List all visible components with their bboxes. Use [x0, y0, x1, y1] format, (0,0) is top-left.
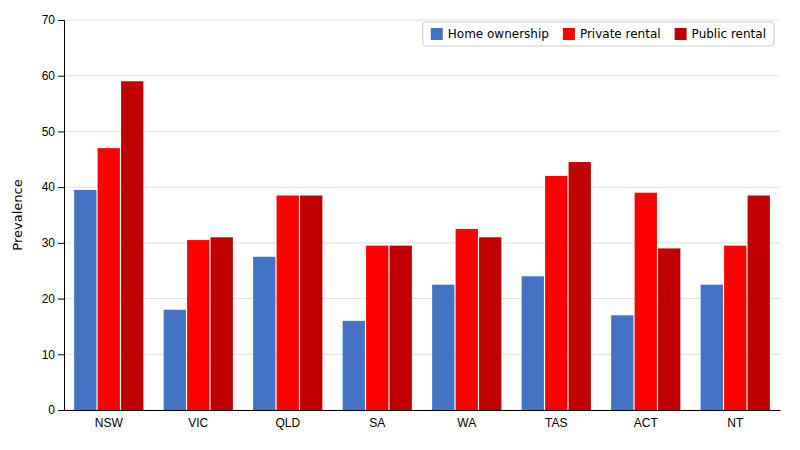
bar	[456, 229, 478, 410]
legend-swatch	[675, 28, 687, 40]
bar	[724, 246, 746, 410]
bar	[74, 190, 96, 410]
bar	[277, 196, 299, 411]
bar	[748, 196, 770, 411]
bar	[658, 248, 680, 410]
y-tick-mark	[58, 187, 64, 188]
bar	[121, 81, 143, 410]
y-tick: 40	[42, 180, 64, 194]
x-tick: NT	[727, 416, 744, 430]
legend-label: Home ownership	[448, 27, 549, 41]
bar	[479, 237, 501, 410]
y-tick-mark	[58, 354, 64, 355]
x-tick: TAS	[545, 416, 567, 430]
bar	[187, 240, 209, 410]
y-tick: 0	[48, 403, 64, 417]
bar	[432, 285, 454, 410]
x-axis-line	[65, 410, 781, 411]
y-tick-mark	[58, 410, 64, 411]
bar	[635, 193, 657, 410]
bar	[522, 276, 544, 410]
y-tick-label: 50	[42, 125, 56, 139]
bar	[611, 315, 633, 410]
plot: NSW VIC QLD SA WA TAS ACT NT 0 10 20 30 40 50 60 70 Home…	[42, 13, 781, 429]
bar	[98, 148, 120, 410]
bar	[343, 321, 365, 410]
bar	[390, 246, 412, 410]
grid-line	[64, 131, 780, 132]
y-axis: 0 10 20 30 40 50 60 70	[42, 13, 65, 417]
y-tick: 70	[42, 13, 64, 27]
x-tick-label: SA	[369, 416, 385, 430]
series	[74, 190, 723, 410]
bar	[164, 310, 186, 410]
x-axis: NSW VIC QLD SA WA TAS ACT NT	[65, 411, 781, 430]
bar	[569, 162, 591, 410]
y-tick: 10	[42, 348, 64, 362]
y-tick-mark	[58, 20, 64, 21]
y-tick-label: 0	[48, 403, 55, 417]
legend-item: Private rental	[563, 27, 661, 41]
grid-line	[64, 20, 780, 21]
legend-label: Public rental	[692, 27, 766, 41]
legend-frame	[423, 22, 774, 46]
x-tick: SA	[369, 416, 385, 430]
grid-line	[64, 242, 780, 243]
legend-swatch	[431, 28, 443, 40]
x-tick: NSW	[95, 416, 124, 430]
legend-item: Public rental	[675, 27, 766, 41]
y-tick-label: 40	[42, 180, 56, 194]
y-tick-mark	[58, 76, 64, 77]
x-tick: WA	[457, 416, 476, 430]
bar	[300, 196, 322, 411]
y-tick: 20	[42, 292, 64, 306]
y-tick-label: 30	[42, 236, 56, 250]
x-tick-label: NSW	[95, 416, 124, 430]
bars	[74, 81, 770, 410]
x-tick-label: VIC	[188, 416, 208, 430]
x-tick: QLD	[275, 416, 300, 430]
grid-line	[64, 75, 780, 76]
y-tick: 30	[42, 236, 64, 250]
x-tick: VIC	[188, 416, 208, 430]
legend-label: Private rental	[580, 27, 661, 41]
bar	[211, 237, 233, 410]
x-tick-label: ACT	[634, 416, 659, 430]
y-tick-mark	[58, 243, 64, 244]
grid	[64, 20, 780, 410]
legend: Home ownership Private rental Public renta…	[423, 22, 774, 46]
bar	[253, 257, 275, 410]
y-axis-title: Prevalence	[10, 179, 25, 250]
x-tick-label: TAS	[545, 416, 567, 430]
y-tick-label: 60	[42, 69, 56, 83]
grid-line	[64, 187, 780, 188]
x-tick-label: NT	[727, 416, 744, 430]
x-tick: ACT	[634, 416, 659, 430]
y-axis-line	[58, 21, 65, 411]
y-tick-label: 70	[42, 13, 56, 27]
x-tick-label: QLD	[275, 416, 300, 430]
bar	[701, 285, 723, 410]
legend-item: Home ownership	[431, 27, 549, 41]
y-tick-mark	[58, 299, 64, 300]
bar	[366, 246, 388, 410]
y-tick-mark	[58, 131, 64, 132]
series	[121, 81, 770, 410]
chart: NSW VIC QLD SA WA TAS ACT NT 0 10 20 30 40 50 60 70 Home…	[0, 0, 800, 450]
y-tick: 60	[42, 69, 64, 83]
series	[98, 148, 747, 410]
y-tick: 50	[42, 125, 64, 139]
x-tick-label: WA	[457, 416, 476, 430]
legend-swatch	[563, 28, 575, 40]
y-tick-label: 10	[42, 348, 56, 362]
bar	[545, 176, 567, 410]
y-tick-label: 20	[42, 292, 56, 306]
